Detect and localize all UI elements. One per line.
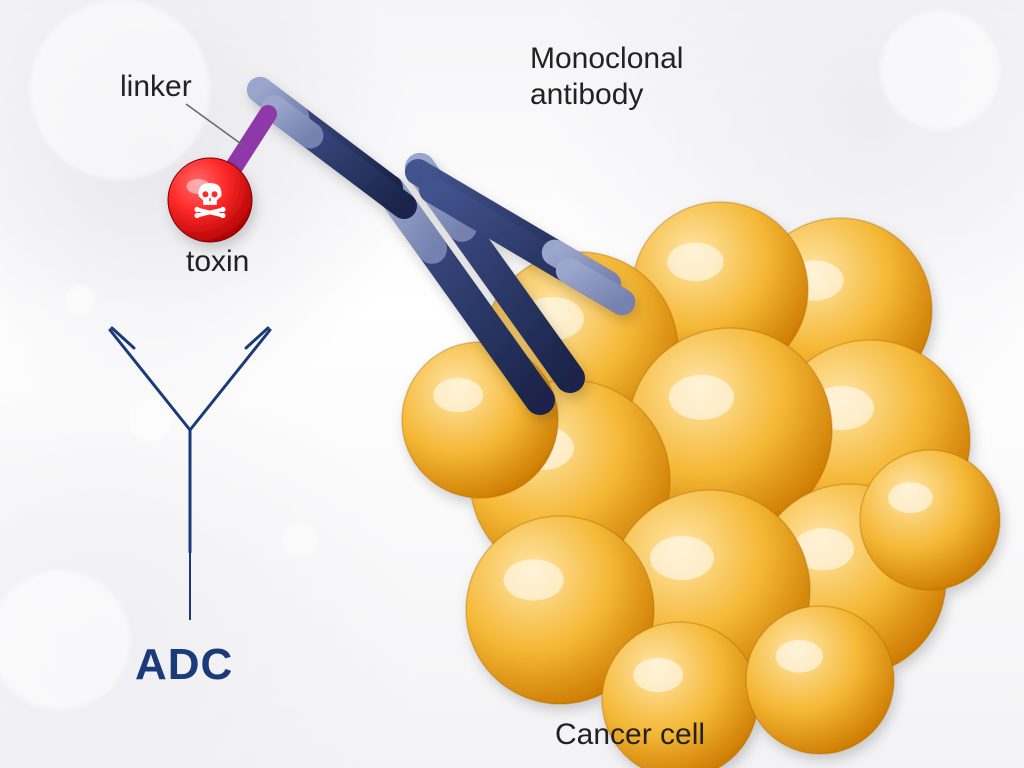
label-linker: linker: [120, 70, 192, 105]
linker-segment: [232, 114, 268, 170]
adc-schematic-icon: [110, 328, 270, 552]
callout-lines: [186, 104, 244, 620]
monoclonal-antibody: [260, 90, 622, 400]
label-cancer-cell: Cancer cell: [555, 718, 705, 753]
cancer-cell-cluster: [402, 202, 1000, 768]
label-adc: ADC: [135, 640, 233, 690]
label-toxin: toxin: [186, 245, 249, 280]
label-monoclonal-1: Monoclonal: [530, 42, 683, 77]
label-monoclonal-2: antibody: [530, 78, 643, 113]
toxin-payload: [168, 158, 252, 242]
diagram-canvas: linker toxin Monoclonal antibody Cancer …: [0, 0, 1024, 768]
